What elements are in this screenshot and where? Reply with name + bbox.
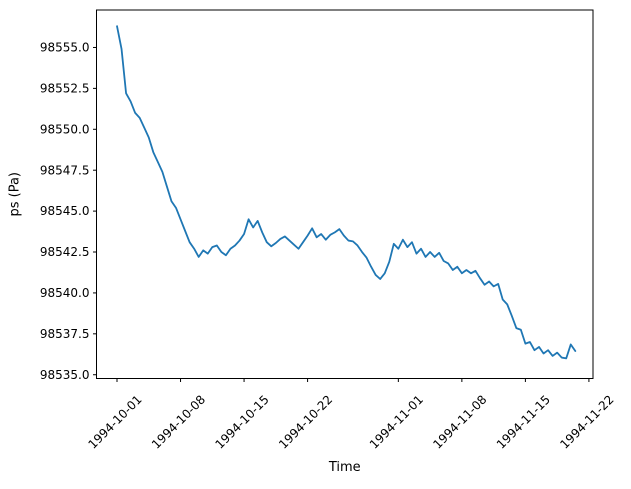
x-tick-label: 1994-10-22 [276,392,335,451]
x-tick-label: 1994-10-01 [85,392,144,451]
x-tick-label: 1994-10-15 [213,392,272,451]
x-tick-label: 1994-11-08 [430,392,489,451]
y-tick-label: 98550.0 [40,122,90,136]
y-tick-label: 98552.5 [40,81,90,95]
x-tick-label: 1994-11-15 [494,392,553,451]
y-tick-label: 98547.5 [40,163,90,177]
y-tick-label: 98542.5 [40,245,90,259]
y-tick-label: 98537.5 [40,327,90,341]
x-tick-label: 1994-11-01 [367,392,426,451]
series-line-ps [116,25,577,360]
y-tick-label: 98555.0 [40,41,90,55]
y-tick-label: 98540.0 [40,286,90,300]
plot-area-border [96,9,594,379]
y-axis-label: ps (Pa) [8,172,23,217]
x-tick-label: 1994-10-08 [149,392,208,451]
x-tick-label: 1994-11-22 [557,392,616,451]
y-tick-label: 98535.0 [40,368,90,382]
y-tick-label: 98545.0 [40,204,90,218]
x-axis-label: Time [328,460,361,475]
